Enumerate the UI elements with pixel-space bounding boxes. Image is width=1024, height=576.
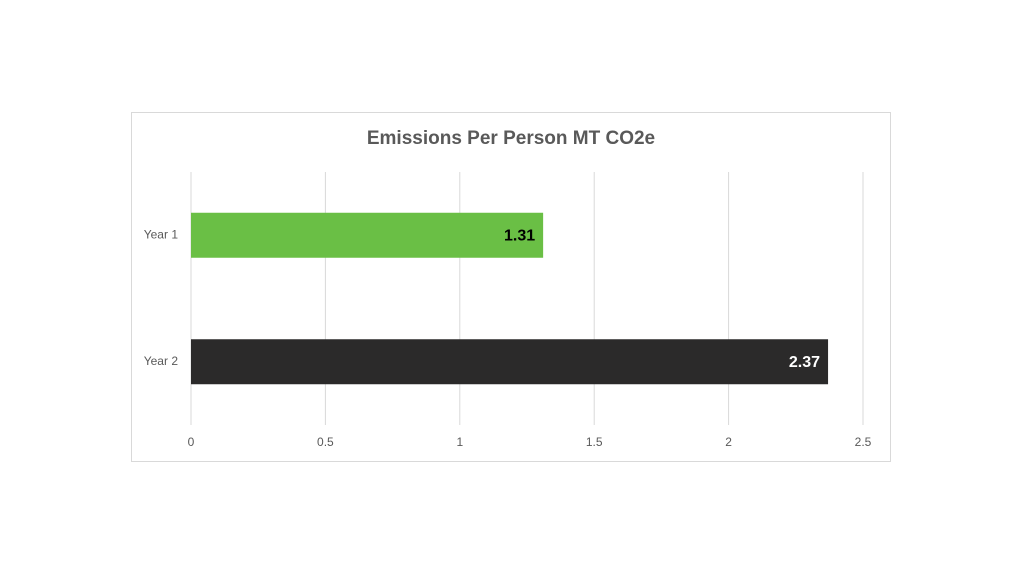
bar — [191, 339, 829, 385]
x-tick-label: 1.5 — [586, 435, 603, 449]
x-tick-label: 2.5 — [855, 435, 872, 449]
y-tick-label: Year 1 — [144, 227, 179, 241]
x-tick-label: 0 — [188, 435, 195, 449]
x-tick-label: 2 — [725, 435, 732, 449]
chart-frame — [131, 112, 891, 462]
x-tick-label: 1 — [456, 435, 463, 449]
bar — [191, 212, 544, 258]
data-label: 1.31 — [504, 227, 535, 244]
data-label: 2.37 — [789, 354, 820, 371]
chart-title: Emissions Per Person MT CO2e — [367, 128, 655, 149]
x-tick-label: 0.5 — [317, 435, 334, 449]
y-tick-label: Year 2 — [144, 354, 179, 368]
